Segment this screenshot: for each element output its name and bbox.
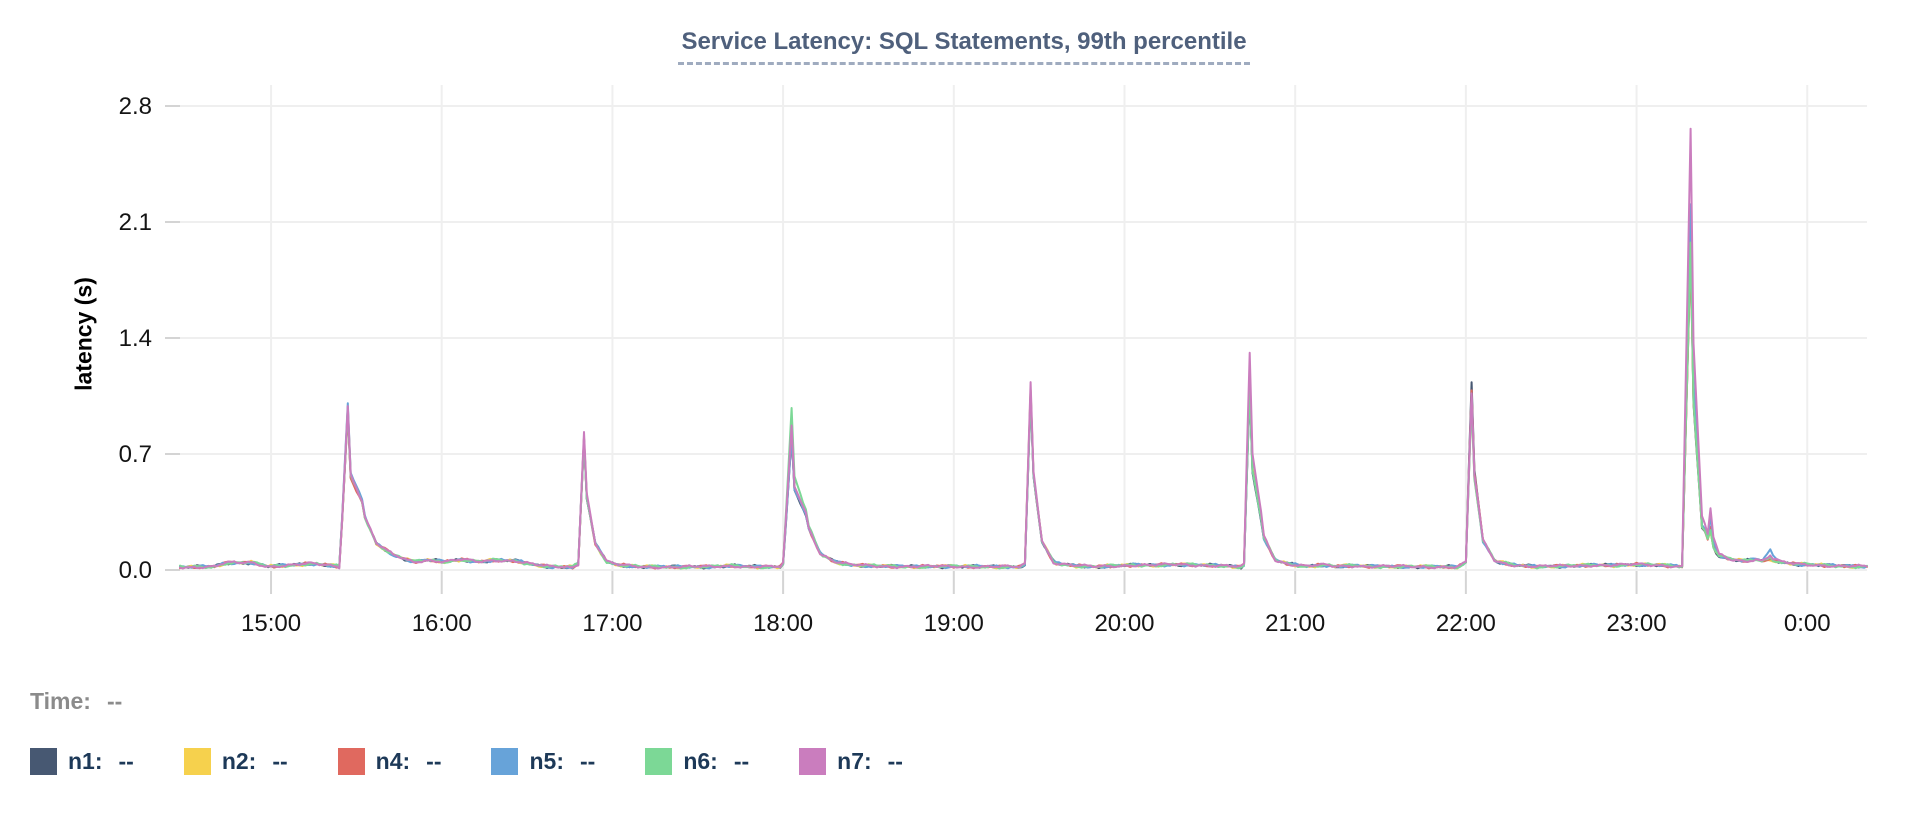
- legend-swatch-n2: [183, 748, 211, 775]
- legend-label: n5:: [529, 748, 564, 774]
- x-tick-label: 21:00: [1265, 610, 1325, 637]
- x-tick-label: 18:00: [753, 610, 813, 637]
- legend-item-n6[interactable]: n6: --: [645, 748, 749, 775]
- legend-item-n4[interactable]: n4: --: [337, 748, 442, 775]
- x-tick-label: 22:00: [1436, 610, 1496, 637]
- legend-value: --: [579, 748, 596, 774]
- legend-item-n7[interactable]: n7: --: [799, 748, 903, 775]
- series-line-n1: [179, 249, 1868, 570]
- x-tick-label: 15:00: [241, 610, 301, 637]
- legend-swatch-n4: [337, 748, 365, 775]
- legend-item-n1[interactable]: n1: --: [30, 748, 134, 775]
- legend-item-n5[interactable]: n5: --: [491, 748, 595, 775]
- legend-label: n1:: [68, 748, 103, 774]
- legend-time-value: --: [106, 688, 123, 714]
- legend-label: n6:: [683, 748, 718, 774]
- legend-item-n2[interactable]: n2: --: [183, 748, 288, 775]
- legend-value: --: [733, 748, 750, 774]
- y-tick-label: 0.7: [119, 441, 152, 468]
- legend-label: n7:: [837, 748, 872, 774]
- x-tick-label: 16:00: [412, 610, 472, 637]
- series-line-n2: [179, 239, 1868, 570]
- legend-swatch-n7: [799, 748, 827, 775]
- chart-legend: Time: -- n1: -- n2: -- n4: -- n5: -- n6: -- n7: --: [30, 688, 953, 775]
- x-tick-label: 0:00: [1784, 610, 1831, 637]
- legend-time-row: Time: --: [30, 688, 953, 715]
- legend-label: n2:: [221, 748, 257, 774]
- x-tick-label: 20:00: [1094, 610, 1154, 637]
- y-tick-label: 0.0: [119, 557, 152, 584]
- legend-value: --: [118, 748, 134, 774]
- legend-series-row: n1: -- n2: -- n4: -- n5: -- n6: -- n7: --: [30, 748, 953, 775]
- legend-swatch-n1: [30, 748, 57, 775]
- legend-label: n4:: [375, 748, 411, 774]
- y-tick-label: 1.4: [119, 325, 152, 352]
- legend-value: --: [887, 748, 903, 774]
- series-line-n7: [179, 127, 1868, 570]
- legend-value: --: [272, 748, 288, 774]
- latency-chart-canvas[interactable]: 15:00 16:00 17:00 18:00 19:00 20:00 21:00 22:00…: [0, 0, 1928, 660]
- legend-time-label: Time:: [30, 688, 91, 714]
- series-line-n4: [179, 246, 1868, 570]
- chart-title[interactable]: Service Latency: SQL Statements, 99th pe…: [678, 28, 1250, 65]
- y-tick-label: 2.8: [119, 93, 152, 120]
- y-tick-label: 2.1: [119, 209, 152, 236]
- x-tick-label: 17:00: [582, 610, 642, 637]
- legend-swatch-n6: [645, 748, 673, 775]
- series-line-n6: [179, 241, 1868, 570]
- x-tick-label: 19:00: [924, 610, 984, 637]
- series-line-n5: [179, 203, 1868, 570]
- x-tick-label: 23:00: [1607, 610, 1667, 637]
- legend-swatch-n5: [491, 748, 519, 775]
- chart-header: Service Latency: SQL Statements, 99th pe…: [0, 28, 1928, 65]
- legend-value: --: [426, 748, 442, 774]
